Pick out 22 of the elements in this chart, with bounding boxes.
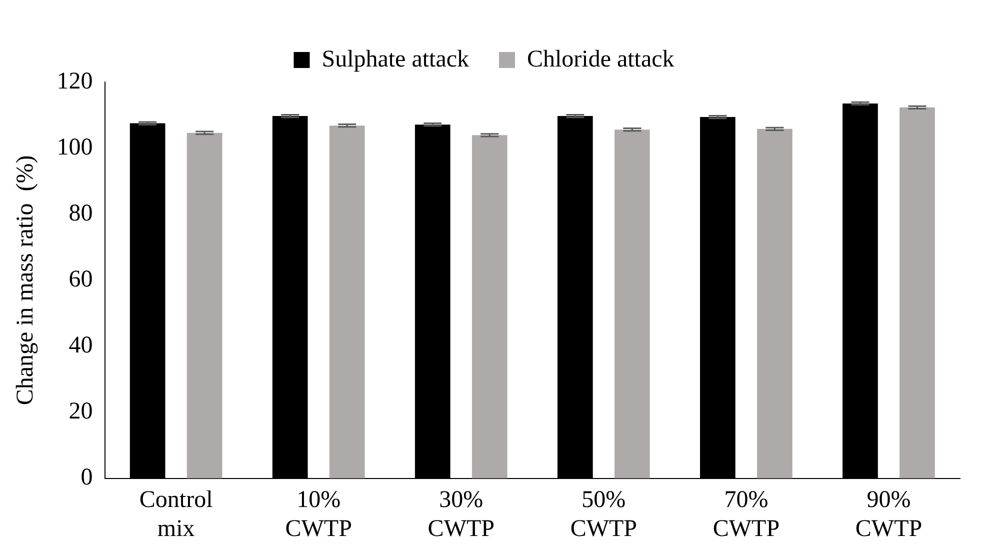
y-tick-label: 60 bbox=[68, 266, 93, 292]
y-tick-label: 40 bbox=[68, 332, 93, 359]
y-tick-label: 0 bbox=[80, 464, 93, 491]
y-tick-label: 100 bbox=[56, 134, 93, 160]
bar bbox=[757, 128, 792, 478]
bar bbox=[186, 132, 222, 478]
x-tick-label: Control mix bbox=[139, 487, 214, 542]
bar bbox=[329, 126, 365, 478]
legend-label: Chloride attack bbox=[527, 46, 674, 72]
x-tick-label: 70% CWTP bbox=[712, 487, 780, 542]
legend-label: Sulphate attack bbox=[322, 46, 469, 72]
bar bbox=[900, 107, 935, 478]
bar bbox=[614, 130, 650, 478]
x-tick-label: 10% CWTP bbox=[285, 487, 352, 542]
y-tick-label: 120 bbox=[56, 68, 93, 94]
y-axis-title: Change in mass ratio (%) bbox=[12, 155, 39, 406]
bar bbox=[472, 135, 508, 478]
y-tick-label: 20 bbox=[68, 398, 93, 425]
x-tick-label: 90% CWTP bbox=[855, 487, 922, 542]
y-tick-label: 80 bbox=[68, 200, 93, 226]
x-tick-label: 50% CWTP bbox=[570, 487, 638, 542]
x-tick-label: 30% CWTP bbox=[428, 487, 494, 542]
